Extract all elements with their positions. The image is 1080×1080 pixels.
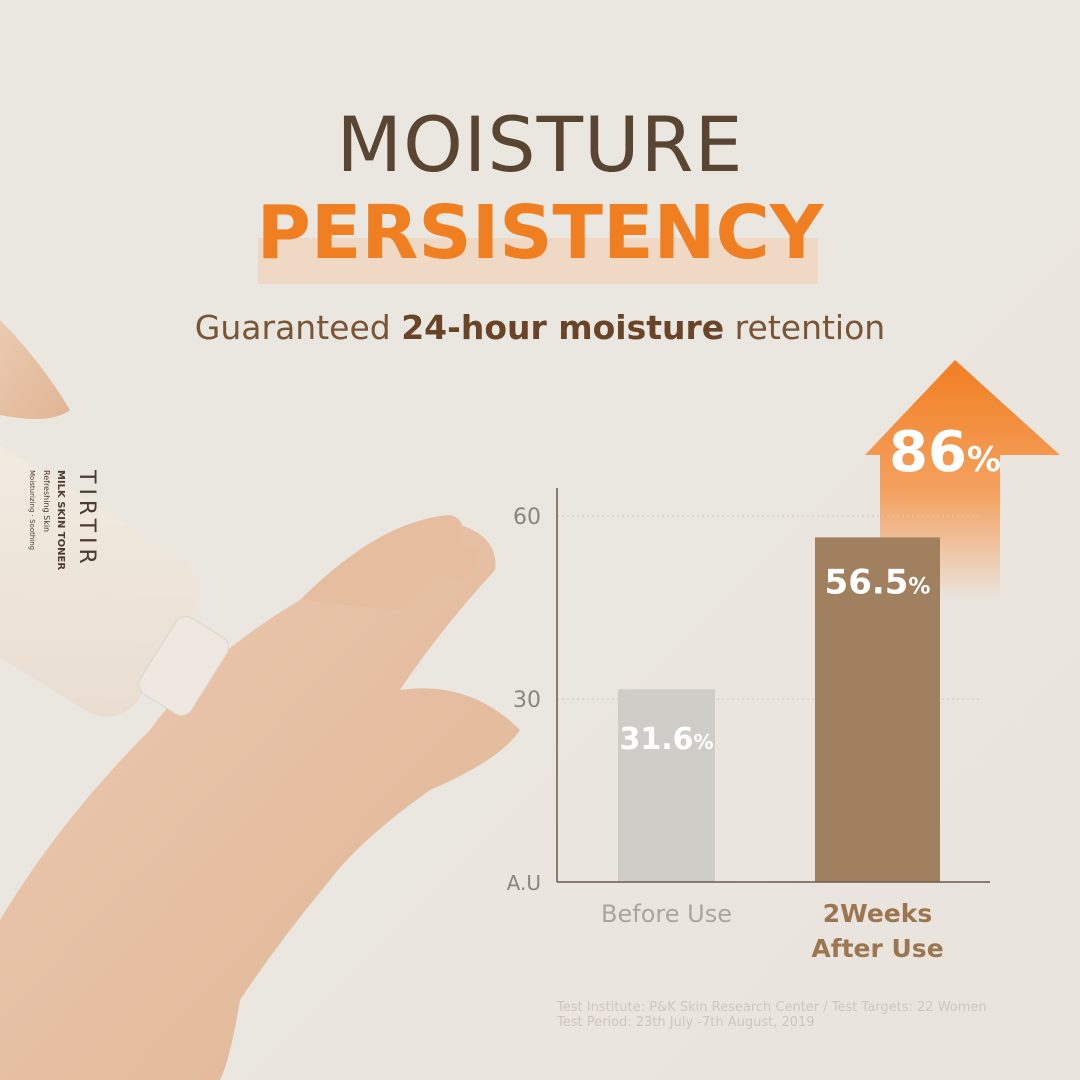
y-tick-label: 60 [513,505,541,530]
x-category-label: Before Use [601,900,732,928]
product-photo: TIRTIR MILK SKIN TONER Refreshing Skin M… [0,320,520,1080]
x-category-label: After Use [811,934,943,963]
headline-line2: PERSISTENCY [256,190,824,276]
hand-top [0,320,70,419]
subtitle-pre: Guaranteed [194,308,402,347]
subtitle: Guaranteed 24-hour moisture retention [0,308,1080,347]
increase-label: 86% [888,420,1001,485]
bottle [0,435,200,717]
footnote-line1: Test Institute: P&K Skin Research Center… [557,1000,987,1015]
bottle-name: MILK SKIN TONER [55,470,66,570]
subtitle-bold: 24-hour moisture [401,308,725,347]
bottle-tagline-2: Moisturizing · Soothing [28,470,36,550]
footnote-line2: Test Period: 23th July -7th August, 2019 [557,1015,815,1030]
bar-value-label: 56.5% [825,562,931,602]
y-tick-label: 30 [513,688,541,713]
headline-highlight [258,238,818,284]
y-axis-label: A.U [507,871,541,895]
x-category-label: 2Weeks [823,899,933,928]
bar [815,537,940,882]
hand-palm [0,520,520,1080]
bottle-tagline: Refreshing Skin [42,470,51,532]
fingers [300,515,480,610]
subtitle-post: retention [724,308,886,347]
bar-value-label: 31.6% [619,722,713,757]
bar [618,689,715,882]
bottle-brand: TIRTIR [74,469,99,569]
headline-line1: MOISTURE [336,100,744,189]
bottle-neck [138,615,229,716]
